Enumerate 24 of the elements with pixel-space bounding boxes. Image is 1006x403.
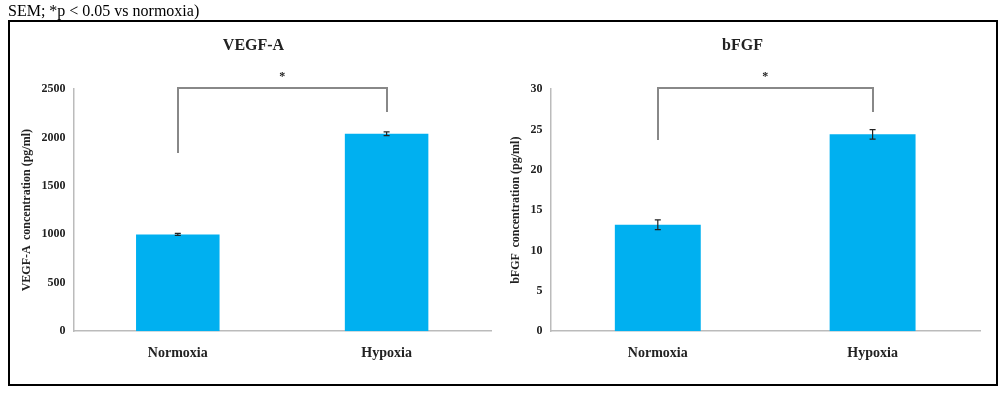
y-tick-label: 30	[530, 81, 543, 96]
x-tick-label: Normoxia	[627, 345, 688, 361]
x-tick-label: Normoxia	[147, 345, 208, 361]
y-tick-label: 0	[59, 323, 66, 338]
y-tick-label: 0	[536, 323, 543, 338]
chart-title: bFGF	[722, 35, 764, 53]
x-tick-label: Hypoxia	[847, 345, 898, 361]
y-tick-label: 500	[47, 274, 66, 289]
y-tick-label: 2000	[41, 129, 66, 144]
y-tick-label: 5	[536, 282, 543, 297]
x-tick-label: Hypoxia	[361, 345, 412, 361]
text: SEM; *p < 0.05 vs normoxia)	[8, 2, 201, 20]
y-tick-label: 20	[530, 161, 543, 176]
y-tick-label: 15	[530, 202, 543, 217]
y-axis-title: bFGF concentration (pg/ml)	[508, 136, 523, 284]
text: *	[279, 69, 286, 84]
y-tick-label: 25	[530, 121, 543, 136]
chart-title: VEGF-A	[222, 35, 285, 53]
y-tick-label: 1500	[41, 178, 66, 193]
y-tick-label: 1000	[41, 226, 66, 241]
y-axis-title: VEGF-A concentration (pg/ml)	[19, 129, 34, 292]
text: *	[762, 69, 769, 84]
y-tick-label: 2500	[41, 81, 66, 96]
y-tick-label: 10	[530, 242, 543, 257]
